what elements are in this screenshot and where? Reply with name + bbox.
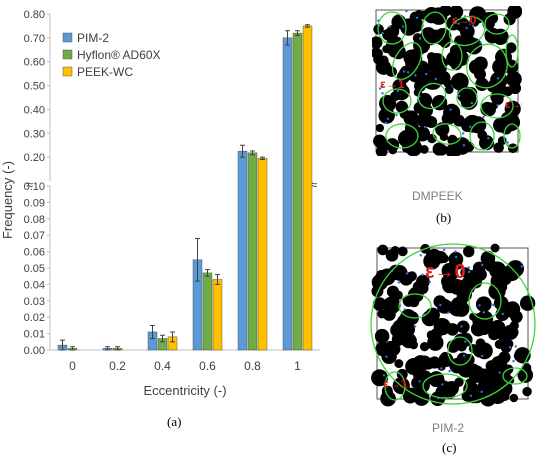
x-tick-label: 0.2: [109, 359, 126, 373]
x-tick-label: 0: [69, 359, 76, 373]
axis-break-right: ≈: [310, 177, 317, 192]
legend-swatch: [62, 32, 73, 43]
x-tick-label: 0.4: [154, 359, 171, 373]
y-tick-label: 0.07: [24, 230, 45, 242]
caption-c: (c): [442, 440, 457, 455]
y-tick-label: 0.04: [24, 279, 45, 291]
eccentricity-label: ε→0: [505, 99, 522, 111]
pim2-pore-map: ε→0 ε→1: [370, 243, 536, 407]
bar: [257, 158, 268, 351]
legend-label: Hyflon® AD60X: [77, 48, 161, 62]
y-tick-label: 0.09: [24, 197, 45, 209]
bar: [202, 272, 213, 351]
eccentricity-label: ε→1: [380, 77, 405, 91]
pim2-label: PIM-2: [432, 421, 465, 435]
bar: [237, 150, 248, 351]
caption-b: (b): [436, 210, 452, 225]
bar: [282, 37, 293, 351]
bar: [302, 25, 313, 351]
axis-break-left: ≈: [26, 177, 33, 192]
bar: [247, 152, 258, 351]
y-tick-label: 0.00: [24, 345, 45, 357]
legend-swatch: [62, 49, 73, 60]
legend-label: PEEK-WC: [77, 65, 133, 79]
dmpeek-pore-map: ε→0 ε→1 ε→0: [372, 6, 522, 156]
y-tick-label: 0.30: [24, 128, 45, 140]
legend-label: PIM-2: [77, 31, 109, 45]
x-tick-label: 0.8: [244, 359, 261, 373]
atom-blobs: [372, 6, 522, 156]
y-tick-label: 0.03: [24, 296, 45, 308]
caption-a: (a): [167, 414, 182, 429]
eccentricity-label: ε→0: [425, 261, 466, 283]
y-tick-label: 0.08: [24, 214, 45, 226]
y-tick-label: 0.20: [24, 152, 45, 164]
y-tick-label: 0.10: [24, 181, 45, 193]
eccentricity-label: ε→0: [452, 13, 477, 27]
y-tick-label: 0.50: [24, 81, 45, 93]
y-tick-label: 0.80: [24, 9, 45, 21]
bar: [212, 279, 223, 351]
y-axis-label: Frequency (-): [0, 161, 15, 239]
x-tick-label: 1: [294, 359, 301, 373]
bar-chart: 0.200.300.400.500.600.700.800.000.010.02…: [0, 9, 320, 398]
bar: [292, 32, 303, 351]
eccentricity-label: ε→1: [383, 377, 408, 391]
x-axis-label: Eccentricity (-): [143, 383, 226, 398]
y-tick-label: 0.60: [24, 57, 45, 69]
pore-ellipses: [370, 243, 536, 405]
y-tick-label: 0.02: [24, 312, 45, 324]
y-tick-label: 0.06: [24, 247, 45, 259]
x-tick-label: 0.6: [199, 359, 216, 373]
dmpeek-label: DMPEEK: [412, 189, 463, 203]
pore-ellipses: [377, 11, 521, 151]
y-tick-label: 0.05: [24, 263, 45, 275]
y-tick-label: 0.01: [24, 329, 45, 341]
y-tick-label: 0.70: [24, 33, 45, 45]
legend-swatch: [62, 66, 73, 77]
y-tick-label: 0.40: [24, 104, 45, 116]
